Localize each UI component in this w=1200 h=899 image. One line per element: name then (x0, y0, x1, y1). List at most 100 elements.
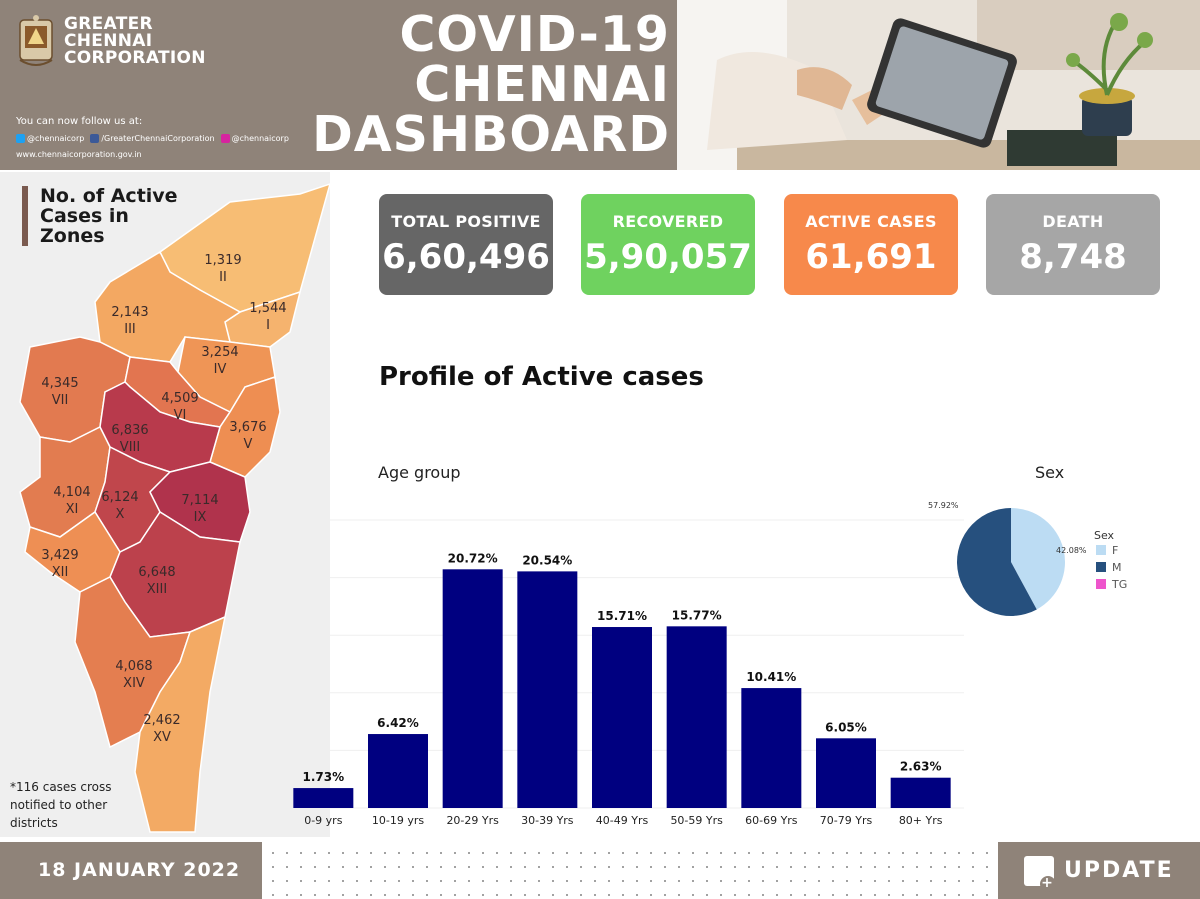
bar-data-label: 15.71% (597, 609, 647, 623)
zone-cases: 4,104 (53, 485, 91, 500)
update-label: UPDATE (1064, 858, 1174, 883)
legend-label-tg: TG (1111, 578, 1127, 591)
card-value: 61,691 (805, 237, 937, 277)
bar-60-69-yrs[interactable] (741, 688, 802, 808)
zone-xv-shape[interactable] (134, 615, 227, 833)
legend-label-m: M (1112, 561, 1122, 574)
zone-number: V (243, 437, 253, 452)
bar-data-label: 10.41% (746, 670, 796, 684)
bar-50-59-yrs[interactable] (666, 626, 727, 808)
card-label: ACTIVE CASES (805, 212, 937, 231)
zone-cases: 3,429 (41, 548, 79, 563)
bar-80+-yrs[interactable] (890, 777, 951, 808)
zone-label-xii: 3,429 XII (30, 547, 90, 581)
legend-swatch-tg (1096, 579, 1106, 589)
zone-cases: 3,676 (229, 420, 267, 435)
website-link[interactable]: www.chennaicorporation.gov.in (16, 150, 142, 159)
instagram-icon (220, 134, 230, 143)
bar-data-label: 6.05% (825, 720, 867, 734)
bar-70-79-yrs[interactable] (816, 738, 876, 808)
zone-number: XIII (146, 582, 168, 597)
update-icon (1024, 856, 1056, 892)
x-tick-label: 30-39 Yrs (521, 814, 574, 827)
zone-cases: 6,124 (101, 490, 139, 505)
facebook-link[interactable]: /GreaterChennaiCorporation (90, 134, 215, 143)
zone-label-vi: 4,509 VI (150, 390, 210, 424)
report-date: 18 JANUARY 2022 (0, 842, 262, 899)
zone-cases: 6,648 (138, 565, 176, 580)
zone-label-iv: 3,254 IV (190, 344, 250, 378)
zone-number: II (219, 270, 227, 285)
bar-40-49-yrs[interactable] (592, 627, 652, 808)
legend-label-f: F (1112, 544, 1118, 557)
sex-pie-chart: 42.08% 57.92% Sex FM TG (928, 501, 1127, 616)
facebook-handle: /GreaterChennaiCorporation (101, 134, 215, 143)
zone-number: IX (193, 510, 207, 525)
sex-chart-title: Sex (1035, 463, 1065, 482)
zone-label-xi: 4,104 XI (42, 484, 102, 518)
zone-number: VI (173, 408, 187, 423)
dashboard-title: COVID-19 CHENNAI DASHBOARD (290, 10, 670, 160)
bar-data-label: 2.63% (900, 760, 942, 774)
zone-label-iii: 2,143 III (100, 304, 160, 338)
bar-30-39-yrs[interactable] (517, 571, 578, 808)
zone-number: VIII (119, 440, 141, 455)
x-tick-label: 0-9 yrs (304, 814, 342, 827)
twitter-link[interactable]: @chennaicorp (16, 134, 84, 143)
title-line3: DASHBOARD (312, 106, 670, 163)
pie-data-label: 42.08% (1056, 546, 1087, 555)
zone-number: III (124, 322, 136, 337)
facebook-icon (90, 134, 100, 143)
follow-text: You can now follow us at: (16, 116, 143, 127)
section-title: Profile of Active cases (379, 362, 704, 392)
zone-label-x: 6,124 X (90, 489, 150, 523)
pie-slice-f[interactable] (1011, 508, 1065, 610)
x-tick-label: 40-49 Yrs (596, 814, 649, 827)
title-line2: CHENNAI (414, 56, 670, 113)
card-value: 6,60,496 (382, 237, 550, 277)
x-tick-label: 60-69 Yrs (745, 814, 798, 827)
zone-map-panel: No. of Active Cases in Zones 1,544 I 1,319… (0, 172, 330, 837)
org-name-line3: CORPORATION (64, 48, 206, 68)
zone-label-ix: 7,114 IX (170, 492, 230, 526)
zone-cases: 6,836 (111, 423, 149, 438)
zone-cases: 2,143 (111, 305, 149, 320)
instagram-link[interactable]: @chennaicorp (220, 134, 289, 143)
zone-label-vii: 4,345 VII (30, 375, 90, 409)
bar-data-label: 1.73% (303, 770, 345, 784)
zone-label-i: 1,544 I (238, 300, 298, 334)
zone-number: VII (51, 393, 69, 408)
zone-label-ii: 1,319 II (193, 252, 253, 286)
map-footnote: *116 cases cross notified to other distr… (10, 780, 112, 830)
header-banner: GREATER CHENNAI CORPORATION You can now … (0, 0, 1200, 170)
age-chart-title: Age group (378, 463, 461, 482)
chennai-zone-map (19, 183, 330, 833)
legend-title: Sex (1094, 529, 1115, 542)
zone-cases: 3,254 (201, 345, 239, 360)
x-tick-label: 80+ Yrs (899, 814, 943, 827)
zone-cases: 4,345 (41, 376, 79, 391)
twitter-icon (16, 134, 25, 143)
zone-cases: 2,462 (143, 713, 181, 728)
card-value: 5,90,057 (584, 237, 752, 277)
zone-label-v: 3,676 V (218, 419, 278, 453)
zone-number: X (115, 507, 125, 522)
bar-data-label: 20.54% (522, 553, 572, 567)
bar-10-19-yrs[interactable] (368, 734, 428, 808)
photo-illustration (677, 0, 1200, 170)
x-tick-label: 70-79 Yrs (820, 814, 873, 827)
update-badge: UPDATE (998, 842, 1200, 899)
bar-0-9-yrs[interactable] (293, 788, 354, 808)
pie-slice-m[interactable] (957, 508, 1037, 616)
x-tick-label: 20-29 Yrs (446, 814, 499, 827)
legend-swatch-f (1096, 545, 1106, 555)
card-label: TOTAL POSITIVE (391, 212, 541, 231)
active-cases-card: ACTIVE CASES 61,691 (784, 194, 958, 295)
org-name-line2: CHENNAI (64, 31, 153, 51)
bar-data-label: 6.42% (377, 716, 419, 730)
zone-cases: 1,544 (249, 301, 287, 316)
card-label: DEATH (1042, 212, 1104, 231)
zone-cases: 7,114 (181, 493, 219, 508)
x-tick-label: 50-59 Yrs (670, 814, 723, 827)
bar-20-29-yrs[interactable] (442, 569, 503, 808)
